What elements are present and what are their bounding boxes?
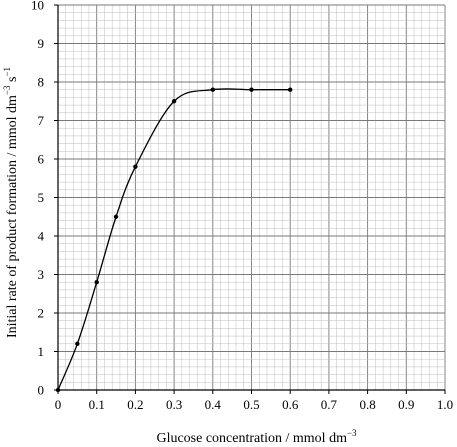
data-point: [94, 280, 99, 285]
data-point: [113, 214, 119, 219]
x-tick-label: 0.6: [282, 397, 299, 412]
x-tick-label: 0.3: [166, 397, 182, 412]
grid: [57, 4, 446, 391]
y-tick-label: 3: [38, 267, 45, 282]
data-point: [210, 87, 215, 92]
x-tick-label: 0.8: [359, 397, 375, 412]
x-tick-label: 1.0: [437, 397, 453, 412]
y-tick-label: 8: [38, 75, 45, 90]
data-point: [75, 341, 80, 346]
y-tick-label: 9: [38, 36, 45, 51]
x-tick-label: 0.2: [127, 397, 143, 412]
data-point: [249, 87, 254, 92]
x-tick-label: 0.4: [205, 397, 222, 412]
data-point: [171, 99, 177, 104]
y-tick-label: 1: [38, 344, 45, 359]
y-tick-label: 4: [38, 229, 45, 244]
data-point: [288, 87, 293, 92]
y-axis-title: Initial rate of product formation / mmol…: [2, 67, 20, 338]
x-axis-title: Glucose concentration / mmol dm−3: [156, 428, 357, 446]
x-tick-label: 0.1: [89, 397, 105, 412]
y-tick-label: 0: [38, 383, 45, 398]
x-tick-label: 0.7: [321, 397, 338, 412]
y-tick-label: 6: [38, 152, 45, 167]
x-tick-label: 0: [55, 397, 62, 412]
y-tick-label: 5: [38, 190, 45, 205]
y-tick-label: 10: [31, 0, 44, 13]
data-series: [55, 87, 293, 393]
x-tick-label: 0.5: [243, 397, 259, 412]
x-tick-label: 0.9: [398, 397, 414, 412]
data-point: [133, 164, 138, 169]
y-tick-label: 7: [38, 113, 45, 128]
y-tick-label: 2: [38, 306, 45, 321]
data-point: [55, 387, 61, 393]
tick-labels: 0 0.1 0.2 0.3 0.4 0.5 0.6 0.7 0.8 0.9 1.0 0 1 2 3 4 5 6 7 8…: [31, 0, 453, 412]
